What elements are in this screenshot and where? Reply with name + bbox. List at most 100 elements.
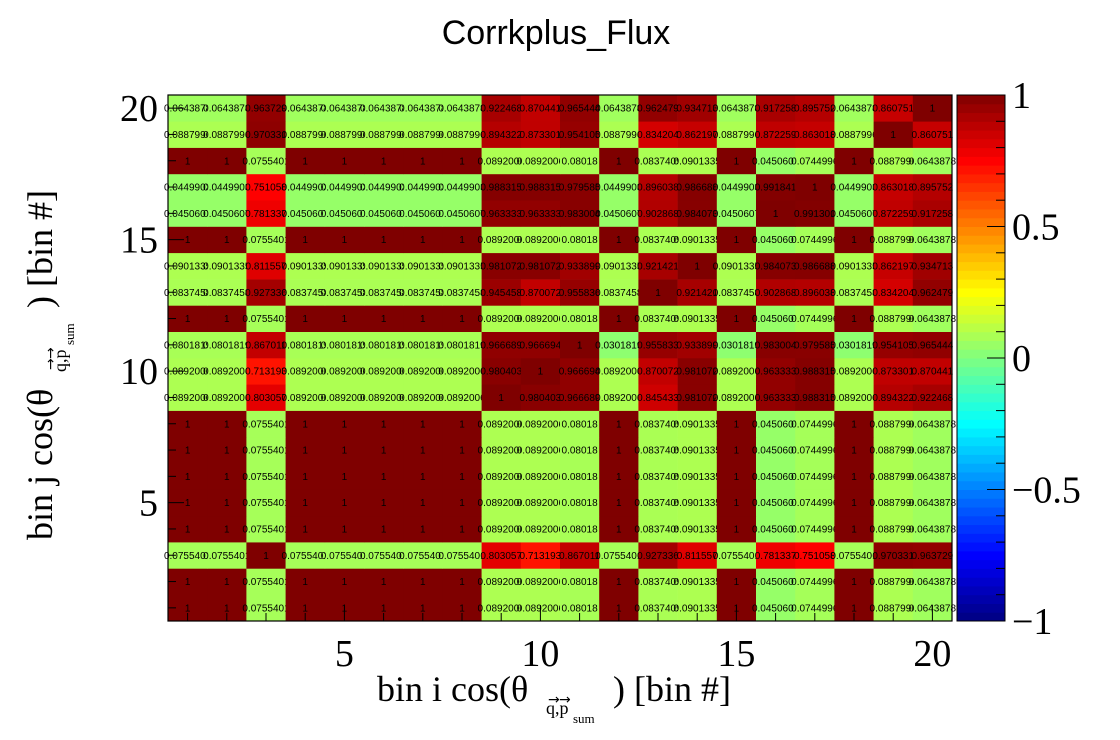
cell-value-label: 0.713193 [520, 551, 562, 562]
cell-value-label: 1 [851, 603, 857, 614]
cell-value-label: 0.0901335 [674, 446, 722, 457]
heatmap-cell [403, 252, 443, 280]
heatmap-cell [795, 173, 835, 201]
colorbar-segment [957, 217, 1005, 227]
cell-value-label: 0.0755401 [164, 551, 212, 562]
colorbar-segment [957, 305, 1005, 315]
y-axis-label-main: bin j cos(θ [20, 389, 60, 540]
heatmap-cell [520, 410, 561, 438]
cell-value-label: 0.0801819 [164, 340, 212, 351]
heatmap-cell [873, 358, 914, 385]
cell-value-label: 0.713193 [245, 367, 287, 378]
heatmap-cell [520, 436, 561, 464]
x-axis-label-tail: ) [bin #] [613, 669, 731, 709]
cell-value-label: 0.0837458 [595, 288, 643, 299]
cell-value-label: 0.0837458 [203, 288, 251, 299]
cell-value-label: 0.933899 [676, 340, 718, 351]
cell-value-label: 0.0449903 [595, 183, 643, 194]
cell-value-label: 1 [185, 577, 191, 588]
heatmap-cell [207, 121, 247, 148]
cell-value-label: 0.0449903 [203, 183, 251, 194]
cell-value-label: 1 [302, 577, 308, 588]
cell-value-label: 0.0892006 [517, 498, 565, 509]
heatmap-cell [560, 463, 600, 490]
heatmap-cell [207, 489, 247, 517]
heatmap-cell [560, 331, 600, 359]
heatmap-cell [364, 410, 404, 438]
heatmap-cell [285, 279, 326, 306]
heatmap-cell [560, 147, 600, 175]
heatmap-cell [795, 147, 835, 175]
cell-value-label: 0.0892006 [321, 393, 369, 404]
cell-value-label: 0.872259 [872, 209, 914, 220]
heatmap-cell [599, 436, 639, 464]
cell-value-label: 1 [420, 498, 426, 509]
cell-value-label: 0.0892006 [399, 367, 447, 378]
cell-value-label: 0.0744996 [791, 524, 839, 535]
cell-value-label: 1 [812, 183, 818, 194]
cell-value-label: 0.981072 [676, 393, 718, 404]
cell-value-label: 1 [381, 314, 387, 325]
cell-value-label: 0.0755401 [242, 498, 290, 509]
cell-value-label: 0.0450607 [203, 209, 251, 220]
heatmap-cell [677, 410, 718, 438]
heatmap-cell [285, 173, 326, 201]
heatmap-cell [520, 147, 561, 175]
cell-value-label: 0.0837409 [634, 472, 682, 483]
colorbar-segment [957, 314, 1005, 324]
colorbar-segment [957, 138, 1005, 149]
cell-value-label: 1 [851, 577, 857, 588]
heatmap-cell [442, 147, 482, 175]
heatmap-cell [638, 331, 678, 359]
cell-value-label: 1 [694, 261, 700, 272]
cell-value-label: 0.0892006 [164, 367, 212, 378]
heatmap-cell [795, 279, 835, 306]
y-axis-label-subsub: sum [62, 323, 77, 345]
colorbar-segment [957, 244, 1005, 254]
heatmap-cell [364, 305, 404, 332]
heatmap-cell [638, 121, 678, 148]
heatmap-cell [834, 489, 874, 517]
cell-value-label: 0.962479 [637, 104, 679, 115]
heatmap-cell [873, 410, 914, 438]
heatmap-cell [364, 173, 404, 201]
heatmap-cell [599, 384, 639, 411]
cell-value-label: 0.963333 [755, 393, 797, 404]
heatmap-cell [756, 252, 796, 280]
heatmap-cell [912, 384, 953, 411]
cell-value-label: 0.896038 [794, 288, 836, 299]
cell-value-label: 0.0892006 [478, 524, 526, 535]
y-tick-label: 5 [139, 483, 158, 525]
heatmap-cell [756, 410, 796, 438]
cell-value-label: 1 [459, 156, 465, 167]
heatmap-cell [638, 305, 678, 332]
cell-value-label: 1 [851, 472, 857, 483]
arrow-icon: → [43, 347, 59, 359]
cell-value-label: 0.0801819 [282, 340, 330, 351]
heatmap-cell [481, 515, 522, 543]
cell-value-label: 1 [342, 446, 348, 457]
colorbar-segment [957, 103, 1005, 114]
heatmap-cell [599, 279, 639, 306]
cell-value-label: 0.0801819 [438, 340, 486, 351]
heatmap-cell [520, 121, 561, 148]
heatmap-cell [677, 463, 718, 490]
heatmap-cell [873, 147, 914, 175]
cell-value-label: 1 [655, 288, 661, 299]
cell-value-label: 0.0744996 [791, 314, 839, 325]
heatmap-cell [520, 226, 561, 254]
heatmap-cell [677, 358, 718, 385]
cell-value-label: 0.0643878 [909, 577, 957, 588]
heatmap-cell [481, 279, 522, 306]
heatmap-cell [599, 515, 639, 543]
heatmap-cell [246, 515, 286, 543]
heatmap-cell [560, 279, 600, 306]
heatmap-cell [756, 121, 796, 148]
colorbar-segment [957, 226, 1005, 236]
cell-value-label: 1 [930, 104, 936, 115]
heatmap-cell [677, 436, 718, 464]
cell-value-label: 0.867011 [246, 340, 287, 351]
heatmap-cell [756, 226, 796, 254]
cell-value-label: 0.979585 [794, 340, 836, 351]
cell-value-label: 0.0450607 [752, 498, 800, 509]
